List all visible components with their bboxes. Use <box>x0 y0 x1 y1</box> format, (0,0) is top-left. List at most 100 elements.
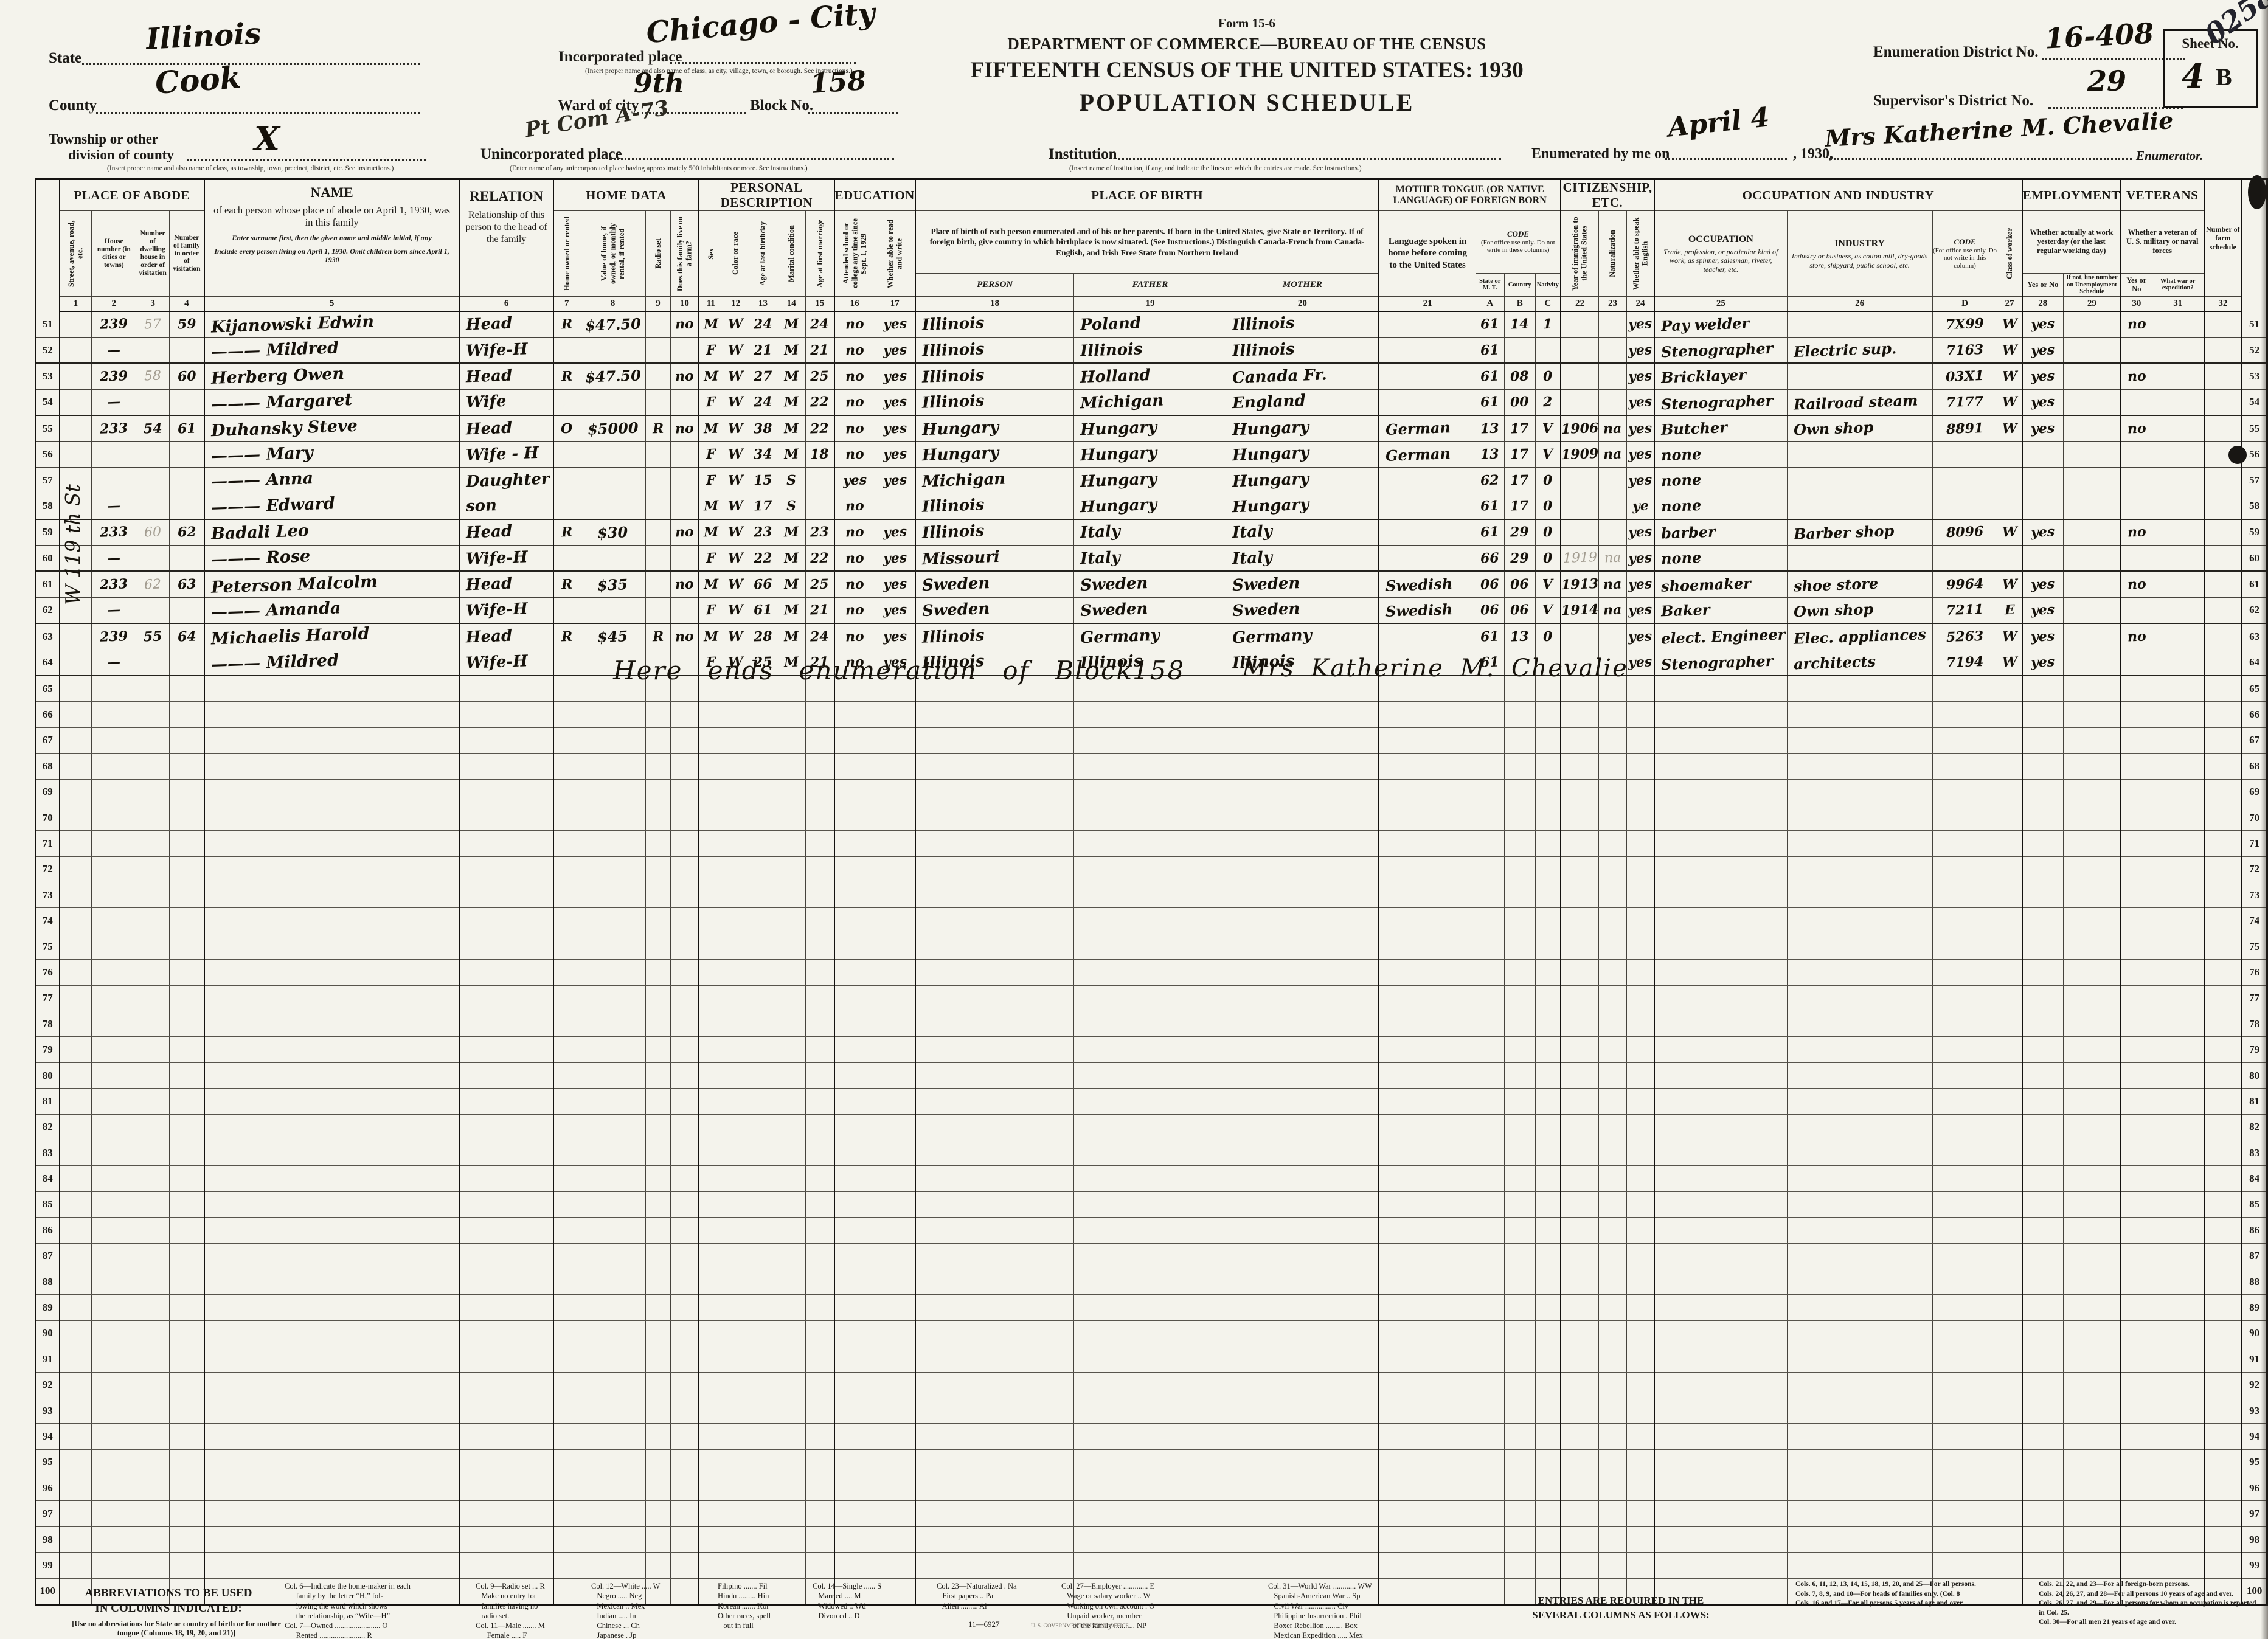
cell-c27-61: W <box>2002 576 2017 593</box>
cell-c25-64: Stenographer <box>1660 651 1774 673</box>
line-number-right-59: 59 <box>2241 519 2268 546</box>
line-number-right-91: 91 <box>2241 1346 2268 1373</box>
cell-c14-51: M <box>783 316 799 333</box>
cell-c12-62: W <box>727 602 744 619</box>
cell-cC-53: 0 <box>1542 368 1553 385</box>
abbreviation-block-3: Col. 12—White ..... W Negro ..... Neg Me… <box>591 1582 661 1639</box>
line-number-left-87: 87 <box>35 1242 60 1269</box>
cell-c11-53: M <box>703 368 719 385</box>
col-header-cA: State or M. T. <box>1475 272 1505 297</box>
col-number-c31: 31 <box>2151 296 2205 312</box>
line-number-right-84: 84 <box>2241 1165 2268 1192</box>
cell-c20-63: Germany <box>1232 626 1313 648</box>
line-number-col-left <box>35 179 60 311</box>
schedule-row-90: 90 90 <box>35 1320 2268 1347</box>
line-number-right-73: 73 <box>2241 882 2268 909</box>
line-number-left-71: 71 <box>35 830 60 857</box>
state-value: Illinois <box>145 16 262 57</box>
cell-c5-63: Michaelis Harold <box>210 624 370 649</box>
line-number-left-68: 68 <box>35 753 60 780</box>
cell-cD-64: 7194 <box>1946 654 1984 671</box>
cell-c22-55: 1906 <box>1561 420 1599 437</box>
township-label-1: Township or other <box>49 131 159 147</box>
col-header-c19: FATHER <box>1073 272 1227 297</box>
line-number-left-70: 70 <box>35 804 60 831</box>
cell-c22-61: 1913 <box>1561 576 1599 594</box>
cell-c2-64: — <box>106 654 121 671</box>
cell-c11-58: M <box>703 497 719 515</box>
abbreviation-block-4: Filipino ....... Fil Hindu ......... Hin… <box>718 1582 771 1630</box>
supervisors-district-line <box>2048 107 2183 109</box>
schedule-row-73: 73 73 <box>35 882 2268 909</box>
township-note: (Insert proper name and also name of cla… <box>107 165 394 172</box>
line-number-right-94: 94 <box>2241 1423 2268 1450</box>
line-number-right-89: 89 <box>2241 1294 2268 1321</box>
cell-c2-60: — <box>106 550 121 567</box>
cell-c17-52: yes <box>883 341 907 359</box>
cell-c10-55: no <box>675 420 695 437</box>
line-number-right-86: 86 <box>2241 1217 2268 1244</box>
col-number-c4: 4 <box>168 296 205 312</box>
col-number-cB: B <box>1503 296 1536 312</box>
cell-c19-58: Hungary <box>1080 495 1158 517</box>
cell-cD-55: 8891 <box>1946 420 1984 437</box>
cell-c17-55: yes <box>883 420 907 437</box>
col-header-c28: Yes or No <box>2021 272 2064 297</box>
schedule-row-75: 75 75 <box>35 933 2268 960</box>
cell-c24-64: yes <box>1628 654 1653 671</box>
cell-c2-59: 233 <box>99 524 128 541</box>
col-header-c8: Value of home, if owned, or monthly rent… <box>579 210 647 297</box>
cell-c26-62: Own shop <box>1793 600 1874 621</box>
line-number-left-85: 85 <box>35 1191 60 1218</box>
line-number-left-78: 78 <box>35 1011 60 1038</box>
cell-c20-58: Hungary <box>1232 495 1310 517</box>
line-number-left-88: 88 <box>35 1268 60 1295</box>
line-number-right-60: 60 <box>2241 545 2268 572</box>
cell-cA-59: 61 <box>1480 524 1500 541</box>
schedule-row-67: 67 67 <box>35 727 2268 754</box>
cell-c11-60: F <box>706 550 716 566</box>
sheet-number-label: Sheet No. <box>2182 36 2239 51</box>
institution-blank-line <box>1118 158 1501 160</box>
col-number-c10: 10 <box>670 296 699 312</box>
cell-c14-62: M <box>783 602 799 619</box>
supervisors-district-label: Supervisor's District No. <box>1873 92 2034 109</box>
township-blank-line <box>187 159 426 161</box>
cell-c28-62: yes <box>2030 601 2055 619</box>
cell-c13-52: 21 <box>753 342 773 359</box>
line-number-left-64: 64 <box>35 649 60 676</box>
col-header-c24: Whether able to speak English <box>1626 210 1655 297</box>
cell-c27-64: W <box>2002 654 2017 671</box>
schedule-row-66: 66 66 <box>35 701 2268 728</box>
schedule-row-87: 87 87 <box>35 1242 2268 1269</box>
col-number-c13: 13 <box>748 296 778 312</box>
col-header-c15: Age at first marriage <box>805 210 835 297</box>
line-number-right-82: 82 <box>2241 1114 2268 1141</box>
line-number-right-51: 51 <box>2241 311 2268 338</box>
cell-c12-63: W <box>727 628 744 645</box>
cell-c27-59: W <box>2002 524 2017 541</box>
line-number-right-95: 95 <box>2241 1449 2268 1476</box>
schedule-row-61: 61 233 62 63 Peterson Malcolm Head R $35 no M W 66 M… <box>35 570 2268 598</box>
line-number-left-89: 89 <box>35 1294 60 1321</box>
line-number-right-92: 92 <box>2241 1371 2268 1398</box>
col-header-c22: Year of immigration to the United States <box>1559 210 1600 297</box>
col-number-cD: D <box>1932 296 1998 312</box>
cell-c13-61: 66 <box>753 576 773 593</box>
cell-c15-60: 22 <box>810 550 830 567</box>
enumerator-label: Enumerator. <box>2136 148 2204 163</box>
institution-label: Institution <box>1049 146 1117 162</box>
line-number-left-52: 52 <box>35 336 60 364</box>
cell-c8-61: $35 <box>597 575 629 594</box>
schedule-row-79: 79 79 <box>35 1036 2268 1063</box>
cell-c19-56: Hungary <box>1080 443 1158 465</box>
cell-c4-53: 60 <box>177 368 196 385</box>
cell-c6-61: Head <box>465 574 513 595</box>
cell-c12-51: W <box>727 316 744 333</box>
state-label: State <box>49 50 82 66</box>
col-header-cB: Country <box>1503 272 1536 297</box>
col-group-c18: PLACE OF BIRTH <box>914 179 1379 211</box>
header-row-sub: Street, avenue, road, etc. House number (… <box>36 210 2267 297</box>
line-number-left-80: 80 <box>35 1062 60 1089</box>
